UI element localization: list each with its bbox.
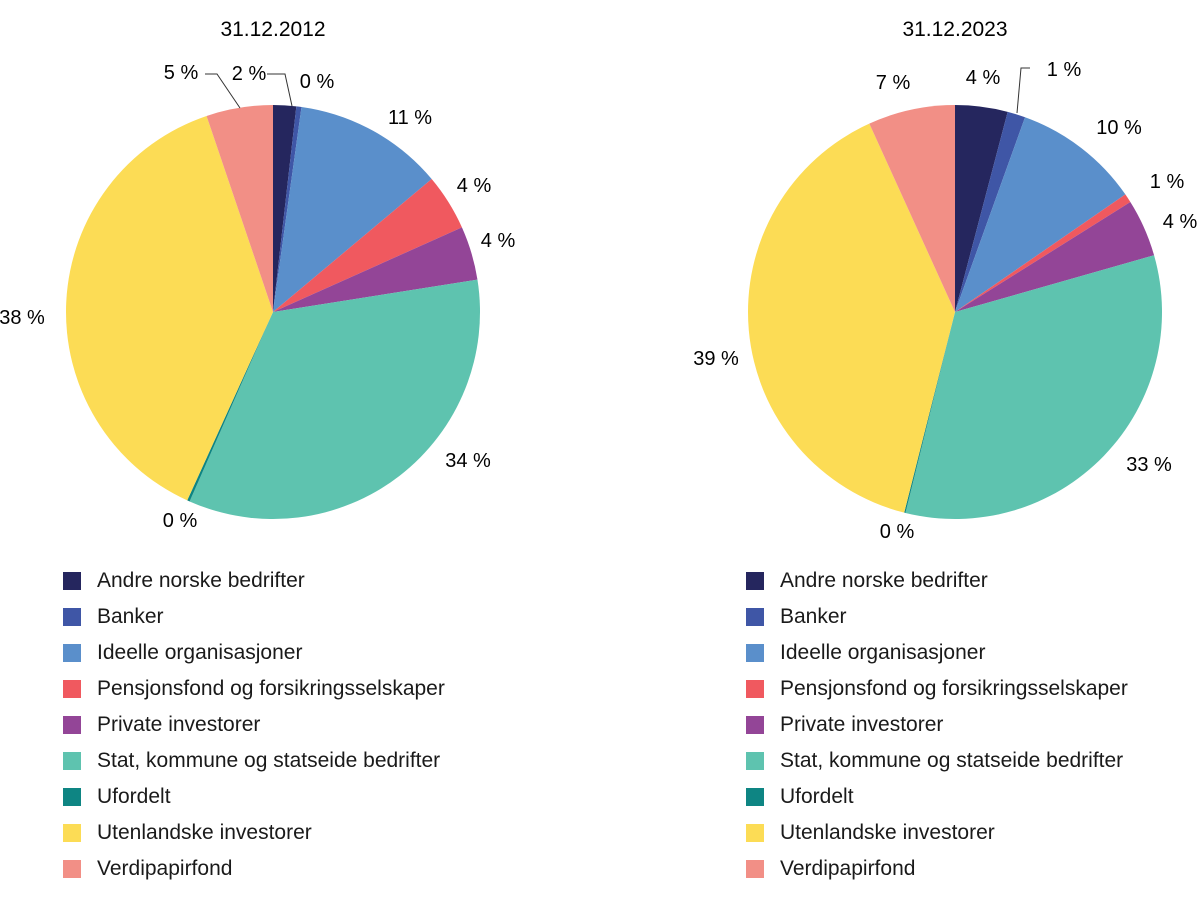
data-label: 1 % [1150, 171, 1185, 193]
data-label: 5 % [164, 62, 199, 84]
legend-label: Pensjonsfond og forsikringsselskaper [97, 677, 445, 700]
data-label: 4 % [481, 230, 516, 252]
legend-item: Banker [746, 605, 847, 629]
pie-slice-ideelle-organisasjoner [955, 117, 1126, 312]
legend-item: Andre norske bedrifter [63, 569, 305, 593]
legend-item: Ufordelt [746, 785, 854, 809]
legend-swatch [63, 644, 81, 662]
data-label: 4 % [1163, 211, 1198, 233]
legend-label: Utenlandske investorer [97, 821, 312, 844]
legend-item: Ideelle organisasjoner [63, 641, 302, 665]
leader-line [267, 73, 293, 107]
pie-slice-pensjonsfond-og-forsikringsselskaper [273, 179, 462, 312]
data-label: 4 % [966, 67, 1001, 89]
pie-slice-banker [273, 106, 302, 313]
legend-label: Pensjonsfond og forsikringsselskaper [780, 677, 1128, 700]
data-label: 1 % [1047, 59, 1082, 81]
legend-label: Banker [780, 605, 847, 628]
legend-swatch [63, 572, 81, 590]
pie-slice-pensjonsfond-og-forsikringsselskaper [955, 194, 1131, 312]
pie-slice-ufordelt [904, 312, 955, 513]
pie-slice-utenlandske-investorer [65, 115, 273, 501]
pie-slice-private-investorer [955, 202, 1155, 312]
legend-item: Private investorer [746, 713, 943, 737]
data-label: 39 % [693, 348, 739, 370]
legend-swatch [63, 680, 81, 698]
legend-swatch [63, 752, 81, 770]
legend-label: Andre norske bedrifter [780, 569, 988, 592]
leader-line [205, 73, 241, 109]
data-label: 2 % [232, 63, 267, 85]
legend-label: Private investorer [97, 713, 261, 736]
legend-item: Private investorer [63, 713, 260, 737]
legend-item: Banker [63, 605, 164, 629]
data-label: 38 % [0, 307, 45, 329]
pie-slice-verdipapirfond [206, 105, 273, 312]
legend-label: Ufordelt [97, 785, 171, 808]
legend-swatch [746, 644, 764, 662]
legend-item: Pensjonsfond og forsikringsselskaper [746, 677, 1128, 701]
pie-slice-utenlandske-investorer [748, 123, 955, 513]
data-label: 11 % [388, 107, 432, 129]
legend-swatch [746, 788, 764, 806]
pie-chart-1: 31.12.2023 4 % 1 % 10 % 1 % 4 % 33 % 0 % 39 % 7 % [693, 18, 1197, 543]
data-label: 7 % [876, 72, 911, 94]
legend-label: Ufordelt [780, 785, 854, 808]
legend-item: Stat, kommune og statseide bedrifter [746, 749, 1123, 773]
legend-swatch [746, 572, 764, 590]
legend-item: Utenlandske investorer [746, 821, 995, 845]
data-label: 4 % [457, 175, 492, 197]
legend-swatch [746, 608, 764, 626]
pie-slice-banker [955, 111, 1026, 312]
legend-label: Utenlandske investorer [780, 821, 995, 844]
legend-label: Ideelle organisasjoner [780, 641, 986, 664]
data-label: 10 % [1096, 117, 1142, 139]
data-label: 0 % [880, 521, 915, 543]
pie-chart-0: 31.12.2012 2 % 0 % 11 % 4 % 4 % 34 % 0 % 38 % 5 % [0, 18, 515, 532]
legend-swatch [63, 608, 81, 626]
legend-label: Andre norske bedrifter [97, 569, 305, 592]
pie-slice-verdipapirfond [869, 105, 955, 312]
data-label: 34 % [445, 450, 491, 472]
pie-slice-stat-kommune-og-statseide-bedrifter [905, 255, 1162, 520]
legend-label: Banker [97, 605, 164, 628]
legend-label: Stat, kommune og statseide bedrifter [97, 749, 441, 772]
legend-swatch [63, 860, 81, 878]
legend-item: Utenlandske investorer [63, 821, 312, 845]
legend-item: Ideelle organisasjoner [746, 641, 985, 665]
pie-slice-andre-norske-bedrifter [955, 105, 1008, 312]
legend-item: Verdipapirfond [63, 857, 232, 881]
legend-item: Pensjonsfond og forsikringsselskaper [63, 677, 445, 701]
legend-swatch [746, 680, 764, 698]
legend-item: Ufordelt [63, 785, 171, 809]
legend-label: Private investorer [780, 713, 944, 736]
pie-slice-stat-kommune-og-statseide-bedrifter [189, 279, 480, 519]
pie-slice-private-investorer [273, 227, 478, 312]
legend-swatch [746, 752, 764, 770]
chart-title: 31.12.2023 [902, 18, 1007, 41]
pie-slice-ideelle-organisasjoner [273, 106, 432, 312]
legend-swatch [63, 824, 81, 842]
legend-swatch [746, 716, 764, 734]
legend-label: Stat, kommune og statseide bedrifter [780, 749, 1124, 772]
legend-swatch [746, 824, 764, 842]
legend-item: Andre norske bedrifter [746, 569, 988, 593]
pie-slice-andre-norske-bedrifter [273, 105, 297, 312]
data-label: 33 % [1126, 454, 1172, 476]
legend-item: Verdipapirfond [746, 857, 915, 881]
data-label: 0 % [163, 510, 198, 532]
leader-line [1016, 67, 1030, 114]
legend-item: Stat, kommune og statseide bedrifter [63, 749, 440, 773]
legend-label: Verdipapirfond [780, 857, 916, 880]
legend-swatch [63, 788, 81, 806]
legend-label: Ideelle organisasjoner [97, 641, 303, 664]
legend-swatch [746, 860, 764, 878]
legend-label: Verdipapirfond [97, 857, 233, 880]
data-label: 0 % [300, 71, 335, 93]
pie-slice-ufordelt [187, 312, 273, 502]
chart-title: 31.12.2012 [220, 18, 325, 41]
legend-swatch [63, 716, 81, 734]
